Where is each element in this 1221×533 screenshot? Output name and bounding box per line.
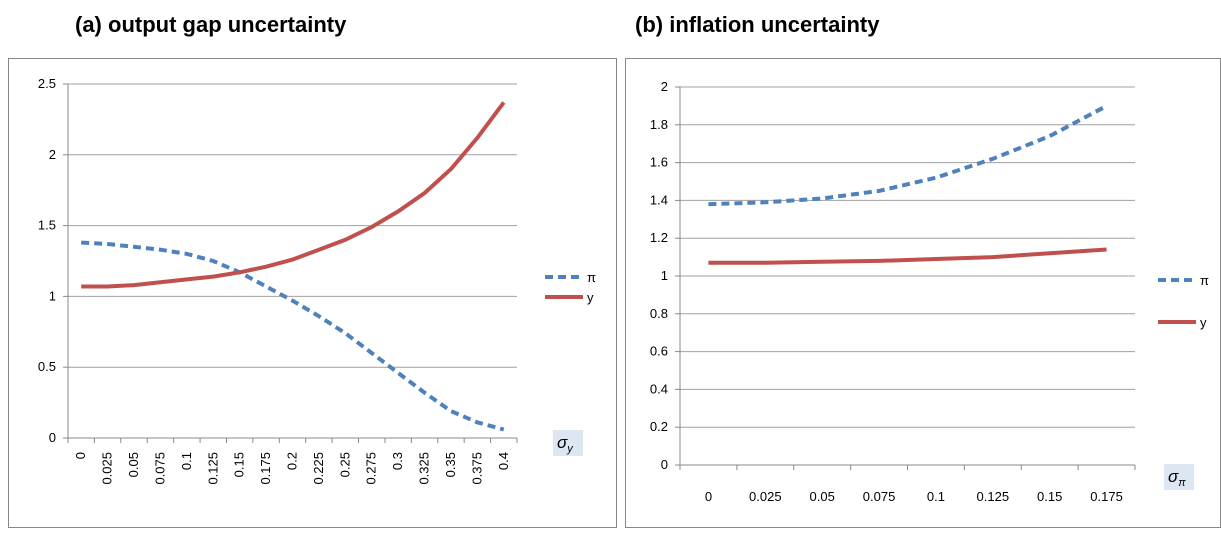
line-series xyxy=(81,240,505,432)
legend-label: y xyxy=(587,290,594,305)
x-label-box xyxy=(1164,464,1194,490)
y-tick-label: 0.5 xyxy=(38,359,56,374)
x-tick-label: 0.15 xyxy=(1037,489,1062,504)
x-tick-label: 0.225 xyxy=(311,452,326,485)
line-series xyxy=(81,101,506,289)
y-tick-label: 1.2 xyxy=(650,230,668,245)
x-tick-label: 0.15 xyxy=(232,452,247,477)
y-tick-label: 1.4 xyxy=(650,192,668,207)
x-tick-label: 0.325 xyxy=(417,452,432,485)
legend-label: π xyxy=(1200,273,1209,288)
y-tick-label: 1 xyxy=(49,288,56,303)
line-series xyxy=(708,247,1107,265)
y-tick-label: 2 xyxy=(661,79,668,94)
x-tick-label: 0.175 xyxy=(258,452,273,485)
x-tick-label: 0.25 xyxy=(337,452,352,477)
x-tick-label: 0.125 xyxy=(977,489,1010,504)
legend-label: π xyxy=(587,270,596,285)
chart-title: (b) inflation uncertainty xyxy=(635,12,880,37)
x-tick-label: 0.175 xyxy=(1090,489,1123,504)
x-tick-label: 0.075 xyxy=(152,452,167,485)
x-tick-label: 0.025 xyxy=(749,489,782,504)
x-tick-label: 0.375 xyxy=(469,452,484,485)
y-tick-label: 1.5 xyxy=(38,218,56,233)
y-tick-label: 2 xyxy=(49,147,56,162)
x-tick-label: 0.4 xyxy=(496,452,511,470)
x-tick-label: 0.05 xyxy=(126,452,141,477)
y-tick-label: 1.6 xyxy=(650,155,668,170)
x-tick-label: 0.1 xyxy=(927,489,945,504)
x-tick-label: 0.1 xyxy=(179,452,194,470)
y-tick-label: 0 xyxy=(49,430,56,445)
x-tick-label: 0.3 xyxy=(390,452,405,470)
line-series xyxy=(708,104,1108,207)
x-label-box xyxy=(553,430,583,456)
legend-label: y xyxy=(1200,315,1207,330)
x-tick-label: 0.025 xyxy=(100,452,115,485)
x-tick-label: 0.075 xyxy=(863,489,896,504)
x-tick-label: 0.35 xyxy=(443,452,458,477)
x-label-subscript: y xyxy=(566,443,574,455)
y-tick-label: 0 xyxy=(661,457,668,472)
x-tick-label: 0.2 xyxy=(285,452,300,470)
x-tick-label: 0.275 xyxy=(364,452,379,485)
x-tick-label: 0 xyxy=(705,489,712,504)
x-tick-label: 0.05 xyxy=(810,489,835,504)
y-tick-label: 1 xyxy=(661,268,668,283)
y-tick-label: 0.6 xyxy=(650,344,668,359)
y-tick-label: 0.8 xyxy=(650,306,668,321)
x-tick-label: 0.125 xyxy=(205,452,220,485)
y-tick-label: 1.8 xyxy=(650,117,668,132)
x-label-subscript: π xyxy=(1178,477,1186,489)
x-axis-label: σy xyxy=(557,433,574,455)
panel-frame xyxy=(625,58,1221,528)
x-label-symbol: σ xyxy=(1168,467,1179,486)
y-tick-label: 0.4 xyxy=(650,381,668,396)
x-label-symbol: σ xyxy=(557,433,568,452)
y-tick-label: 0.2 xyxy=(650,419,668,434)
chart-title: (a) output gap uncertainty xyxy=(75,12,347,37)
x-tick-label: 0 xyxy=(73,452,88,459)
y-tick-label: 2.5 xyxy=(38,76,56,91)
x-axis-label: σπ xyxy=(1168,467,1186,489)
